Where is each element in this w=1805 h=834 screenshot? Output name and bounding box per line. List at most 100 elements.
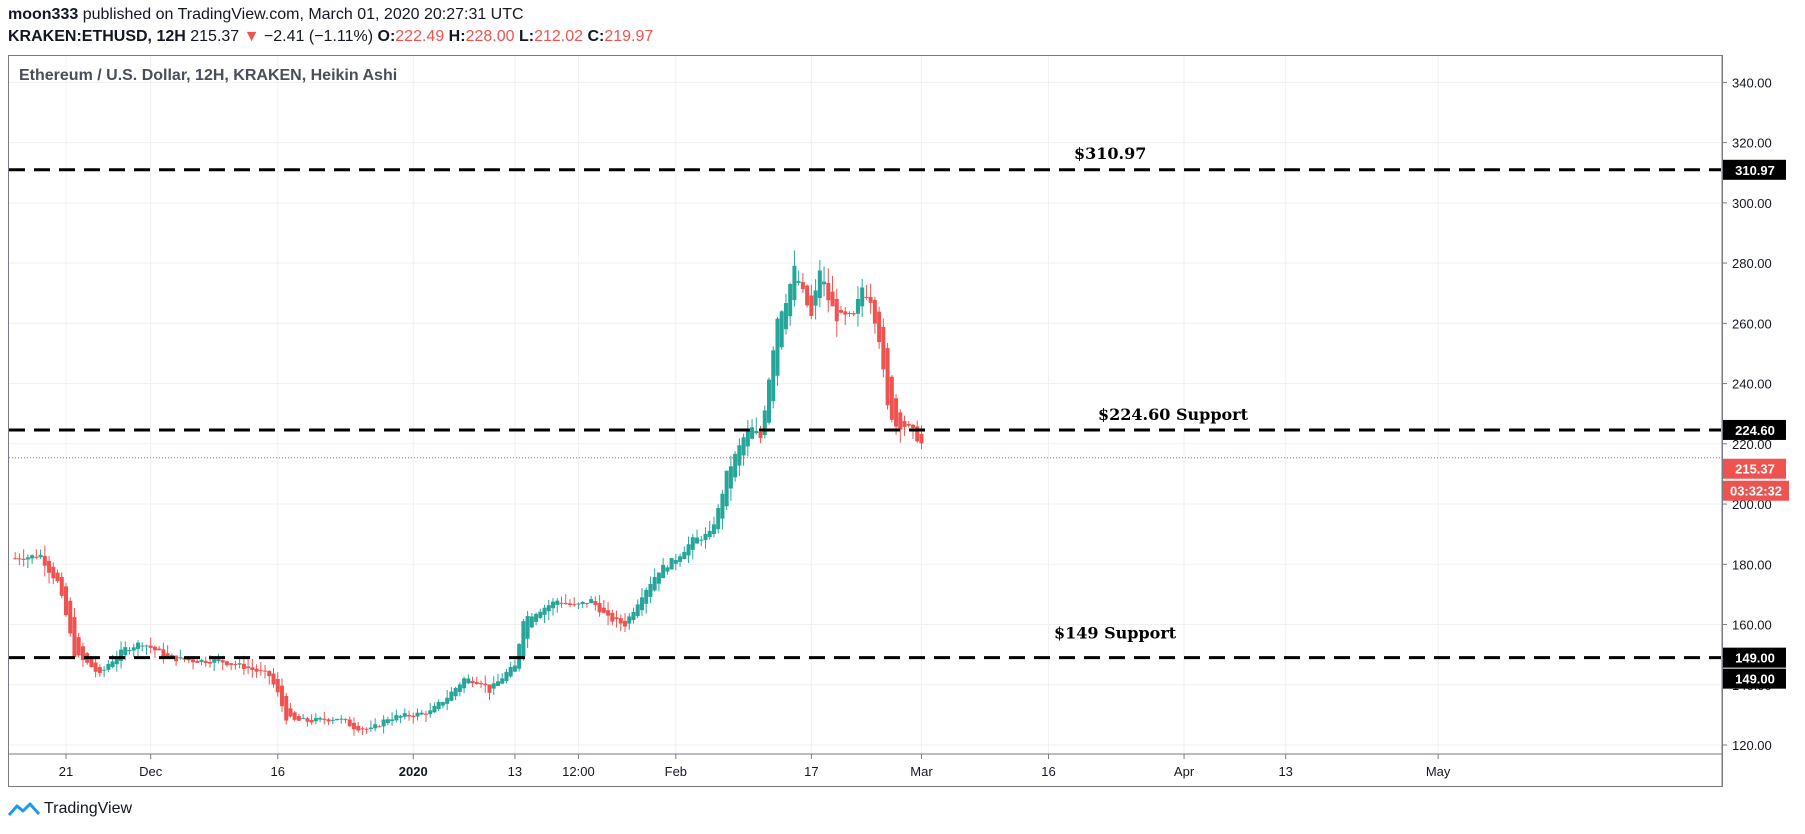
candle-body [851,313,856,315]
candle-body [606,610,611,616]
candle-body [894,398,899,427]
candle-body [13,558,18,560]
candle-body [275,678,280,693]
candle-body [872,299,877,324]
candle-body [707,530,712,538]
y-tick-label: 320.00 [1732,136,1772,151]
countdown-label-bg [1723,480,1789,501]
candle-body [80,646,85,661]
candle-body [195,660,200,663]
x-tick-label: Feb [665,764,687,779]
candle-body [915,426,920,442]
candle-body [106,663,111,670]
candle-body [415,712,420,717]
quote-line: KRAKEN:ETHUSD, 12H 215.37 ▼ −2.41 (−1.11… [8,28,653,46]
candle-body [690,537,695,550]
candle-body [224,661,229,666]
last-price-label: 215.37 [1735,462,1775,477]
publish-info: moon333 published on TradingView.com, Ma… [8,6,524,24]
level-price-label-bg [1723,647,1786,668]
candle-body [203,660,208,664]
candle-body [589,599,594,604]
footer-brand[interactable]: TradingView [44,800,133,817]
y-tick-label: 280.00 [1732,256,1772,271]
candle-body [783,303,788,330]
candle-body [419,712,424,715]
level-price-label-bg [1723,668,1786,689]
y-tick-label: 300.00 [1732,196,1772,211]
candle-body [165,653,170,657]
candle-body [745,431,750,447]
candle-body [356,726,361,731]
candle-body [449,691,454,701]
x-tick-label: 2020 [399,764,428,779]
candle-body [525,616,530,639]
candle-body [343,719,348,721]
candle-body [237,663,242,665]
candle-body [373,724,378,729]
candle-body [267,670,272,677]
candle-body [559,602,564,604]
candle-body [398,715,403,718]
candle-body [241,663,246,669]
candle-body [186,658,191,661]
candle-body [313,717,318,722]
y-tick-label: 160.00 [1732,618,1772,633]
candle-body [699,539,704,541]
candle-body [178,657,183,659]
candle-body [233,664,238,666]
candle-body [826,282,831,301]
candle-body [576,603,581,605]
candle-body [216,659,221,662]
x-tick-label: Dec [139,764,163,779]
candle-body [38,554,43,558]
levels: $310.97 $224.60 Support $149 Support [9,144,1721,660]
candle-body [504,671,509,682]
author-name[interactable]: moon333 [8,6,79,23]
candle-body [593,601,598,605]
candle-body [466,678,471,684]
published-text: published on TradingView.com, March 01, … [82,6,524,23]
candle-body [661,564,666,579]
y-tick-label: 180.00 [1732,557,1772,572]
candle-body [631,611,636,621]
candle-body [385,719,390,723]
candle-body [135,642,140,649]
candle-body [817,270,822,299]
candle-body [51,566,56,579]
candle-body [754,430,759,434]
candle-body [301,718,306,720]
grid [9,56,1721,754]
price-axis[interactable]: 340.00 320.00 300.00 280.00 260.00 240.00 220.… [1721,56,1789,787]
candle-body [123,647,128,656]
candle-body [110,661,115,667]
candle-body [191,659,196,663]
price-change: −2.41 (−1.11%) [263,28,374,45]
candle-body [614,617,619,620]
candle-body [453,687,458,697]
candle-body [457,684,462,693]
candle-body [246,666,251,669]
candle-body [402,713,407,717]
candle-body [220,660,225,663]
candle-body [771,350,776,402]
candle-body [728,466,733,489]
x-tick-label: 13 [1278,764,1292,779]
candle-body [381,719,386,727]
candle-body [479,683,484,685]
candle-body [834,298,839,322]
candle-body [423,713,428,715]
candle-body [839,310,844,313]
candle-body [877,311,882,343]
candle-body [843,311,848,315]
candle-body [639,597,644,611]
time-axis[interactable]: 21 Dec 16 2020 13 12:00 Feb 17 Mar 16 Apr 13 May [9,753,1722,779]
candle-body [555,600,560,605]
candle-body [610,612,615,622]
candle-body [436,701,441,710]
candle-body [500,678,505,684]
candle-body [678,556,683,562]
candle-body [152,646,157,651]
candle-body [114,657,119,665]
